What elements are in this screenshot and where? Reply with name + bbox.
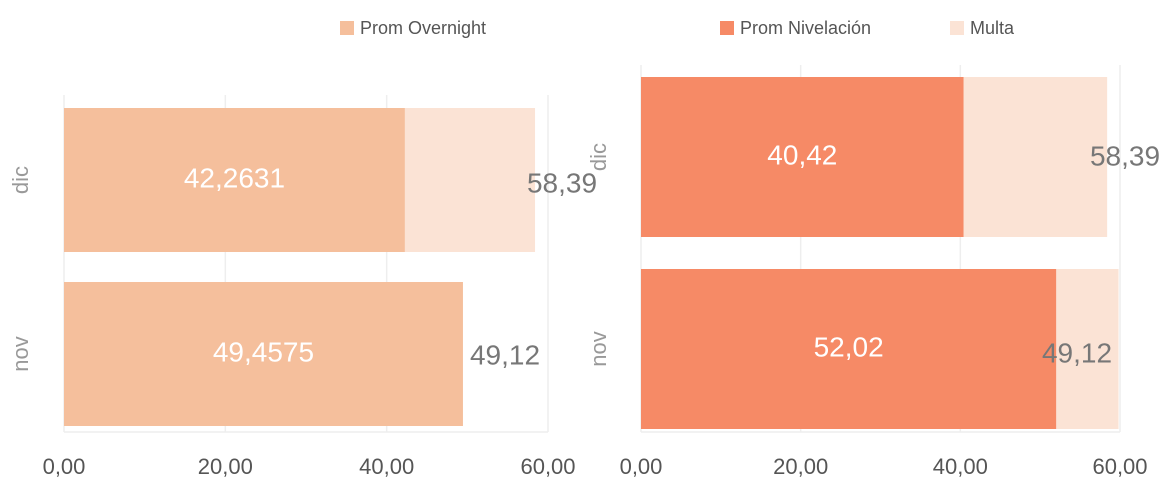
annotation: 58,39	[527, 167, 597, 198]
x-tick-label: 0,00	[43, 454, 86, 479]
legend-label: Multa	[970, 18, 1015, 38]
data-label: 52,02	[814, 331, 884, 362]
y-tick-label: dic	[8, 166, 33, 194]
x-tick-label: 60,00	[520, 454, 575, 479]
legend-swatch	[720, 21, 734, 35]
bar	[963, 77, 1108, 237]
data-label: 49,4575	[213, 336, 314, 367]
x-tick-label: 20,00	[773, 454, 828, 479]
legend-label: Prom Nivelación	[740, 18, 871, 38]
bar	[64, 108, 405, 252]
legend-swatch	[340, 21, 354, 35]
bar	[1056, 269, 1119, 429]
y-tick-label: nov	[8, 336, 33, 371]
bar	[641, 77, 964, 237]
data-label: 42,2631	[184, 162, 285, 193]
bar	[64, 282, 463, 426]
x-tick-label: 40,00	[359, 454, 414, 479]
annotation: 58,39	[1090, 140, 1160, 171]
y-tick-label: nov	[586, 331, 611, 366]
legend-swatch	[950, 21, 964, 35]
data-label: 40,42	[767, 139, 837, 170]
annotation: 49,12	[470, 339, 540, 370]
x-tick-label: 60,00	[1092, 454, 1147, 479]
x-tick-label: 40,00	[933, 454, 988, 479]
legend-label: Prom Overnight	[360, 18, 486, 38]
bar	[404, 108, 536, 252]
y-tick-label: dic	[586, 143, 611, 171]
annotation: 49,12	[1042, 337, 1112, 368]
x-tick-label: 20,00	[198, 454, 253, 479]
bar	[641, 269, 1057, 429]
x-tick-label: 0,00	[620, 454, 663, 479]
